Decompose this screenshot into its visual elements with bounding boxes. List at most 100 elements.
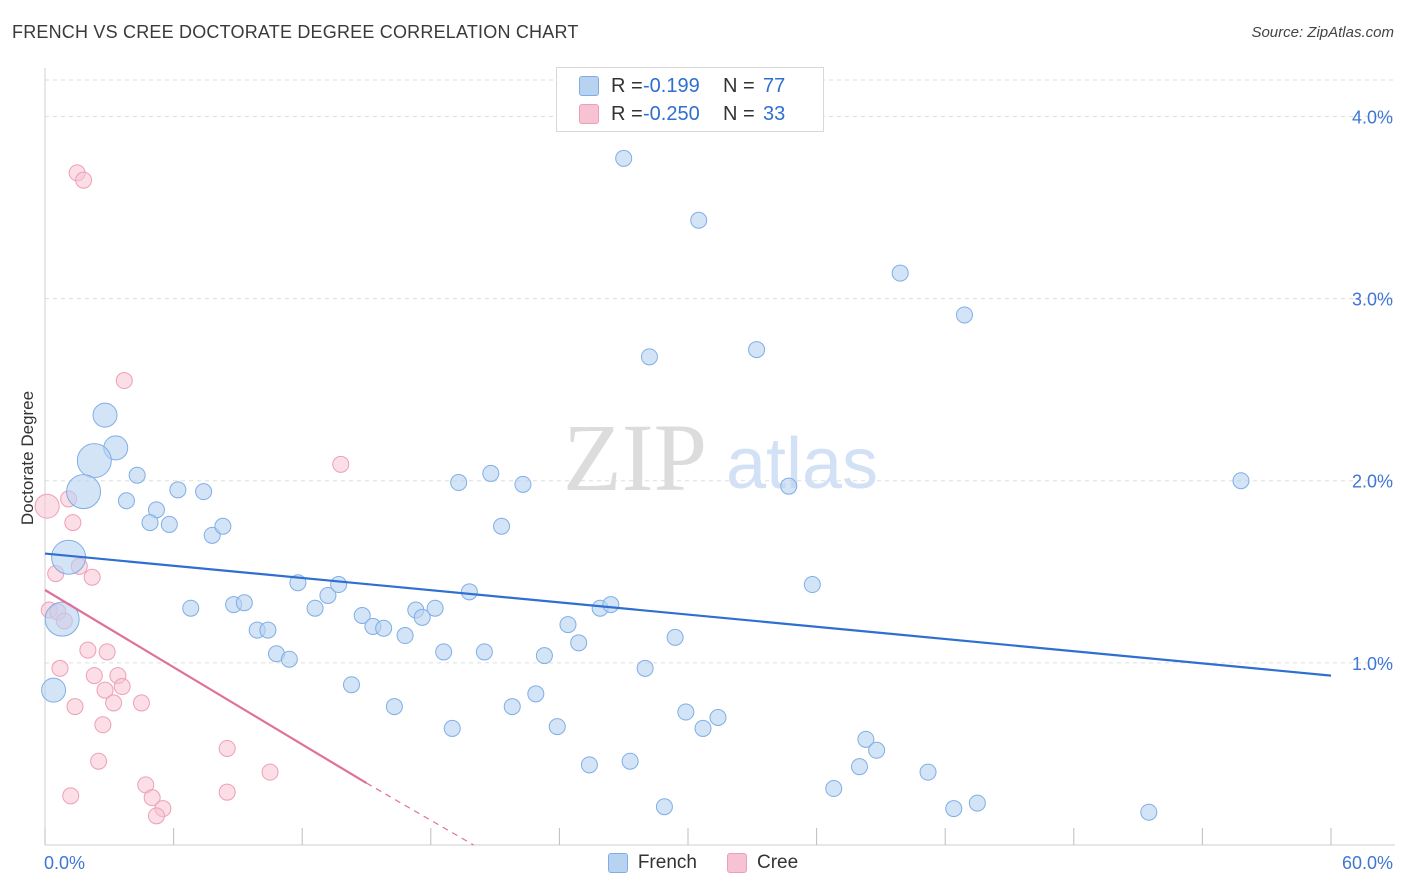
cree-point: [115, 372, 133, 390]
french-points: [41, 149, 1250, 821]
french-point: [214, 517, 232, 535]
french-point: [570, 634, 588, 652]
grid-lines: [45, 79, 1395, 664]
french-point: [66, 474, 102, 510]
french-point: [426, 599, 444, 617]
cree-r-value: -0.250: [643, 102, 700, 125]
y-tick-label: 2.0%: [1352, 472, 1393, 492]
cree-point: [332, 455, 350, 473]
french-point: [514, 475, 532, 493]
cree-n-label: N =: [723, 102, 755, 125]
legend-item-french[interactable]: French: [607, 852, 697, 874]
french-point: [694, 719, 712, 737]
cree-point: [143, 789, 161, 807]
french-point: [182, 599, 200, 617]
cree-point: [51, 659, 69, 677]
french-point: [968, 794, 986, 812]
french-n-label: N =: [723, 74, 755, 97]
french-point: [615, 149, 633, 167]
correlation-legend: R = -0.199 N = 77 R = -0.250 N = 33: [556, 67, 824, 132]
cree-point: [147, 807, 165, 825]
cree-point: [218, 783, 236, 801]
french-point: [955, 306, 973, 324]
french-point: [195, 483, 213, 501]
french-point: [435, 643, 453, 661]
cree-point: [132, 694, 150, 712]
legend-row-cree: R = -0.250 N = 33: [579, 102, 785, 126]
french-point: [1232, 472, 1250, 490]
french-point: [580, 756, 598, 774]
cree-trend-extension: [366, 782, 474, 846]
cree-point: [261, 763, 279, 781]
cree-point: [105, 694, 123, 712]
french-point: [850, 758, 868, 776]
cree-swatch: [579, 104, 599, 124]
cree-point: [83, 568, 101, 586]
french-point: [413, 608, 431, 626]
french-point: [919, 763, 937, 781]
y-tick-label: 4.0%: [1352, 107, 1393, 127]
french-point: [559, 616, 577, 634]
french-point: [748, 341, 766, 359]
cree-point: [79, 641, 97, 659]
cree-point: [64, 514, 82, 532]
french-point: [280, 650, 298, 668]
french-point: [503, 698, 521, 716]
french-point: [482, 464, 500, 482]
french-point: [548, 718, 566, 736]
french-point: [76, 443, 112, 479]
cree-point: [66, 698, 84, 716]
french-point: [342, 676, 360, 694]
cree-point: [62, 787, 80, 805]
french-point: [44, 601, 80, 637]
watermark-atlas: atlas: [726, 424, 878, 504]
series-legend: French Cree: [0, 852, 1406, 874]
french-point: [1140, 803, 1158, 821]
french-point: [41, 677, 67, 703]
french-point: [945, 800, 963, 818]
cree-legend-label: Cree: [756, 852, 799, 873]
french-point: [690, 211, 708, 229]
french-point: [353, 607, 371, 624]
french-point: [330, 576, 348, 594]
cree-n-value: 33: [763, 102, 786, 125]
french-point: [636, 659, 654, 677]
cree-point: [98, 643, 116, 661]
french-point: [640, 348, 658, 366]
cree-point: [90, 752, 108, 770]
french-r-label: R =: [611, 74, 643, 97]
cree-point: [34, 493, 60, 519]
chart-title: FRENCH VS CREE DOCTORATE DEGREE CORRELAT…: [12, 22, 579, 42]
x-tick-label-max: 60.0%: [1342, 853, 1393, 873]
french-point: [535, 647, 553, 665]
french-point: [825, 780, 843, 798]
french-point: [677, 703, 695, 721]
french-point: [602, 596, 620, 614]
french-point: [169, 481, 187, 499]
legend-item-cree[interactable]: Cree: [726, 852, 799, 874]
french-point: [803, 576, 821, 594]
cree-legend-swatch: [726, 853, 747, 873]
y-tick-label: 1.0%: [1352, 654, 1393, 674]
watermark: ZIP atlas: [563, 404, 878, 511]
cree-point: [113, 678, 131, 696]
french-point: [385, 698, 403, 716]
french-point: [460, 583, 478, 601]
trend-lines: [44, 552, 1332, 846]
french-point: [527, 685, 545, 703]
legend-row-french: R = -0.199 N = 77: [579, 74, 785, 98]
cree-trend-line: [44, 589, 368, 785]
french-trend-line: [44, 552, 1332, 677]
french-point: [141, 514, 159, 532]
french-point: [868, 741, 886, 759]
tick-labels: 1.0% 2.0% 3.0% 4.0% 0.0% 60.0%: [44, 107, 1393, 873]
cree-point: [96, 681, 114, 699]
french-point: [443, 719, 461, 737]
french-point: [259, 621, 277, 639]
french-point: [655, 798, 673, 816]
french-point: [128, 466, 146, 484]
cree-point: [218, 739, 236, 757]
x-tick-label-min: 0.0%: [44, 853, 85, 873]
source-credit: Source: ZipAtlas.com: [1251, 24, 1394, 41]
